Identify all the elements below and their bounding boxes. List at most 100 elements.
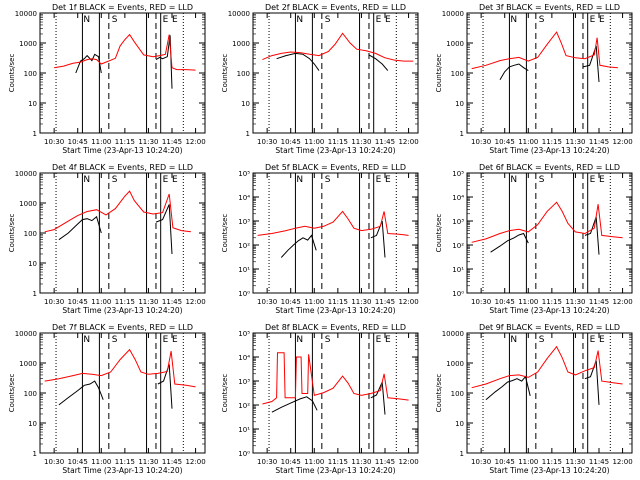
plot-frame: [466, 12, 633, 134]
marker-letter: E: [385, 175, 391, 185]
y-tick-label: 10000: [15, 170, 37, 178]
y-tick-label: 10⁰: [238, 450, 250, 458]
lld-series-line: [54, 33, 196, 71]
x-axis-title: Start Time (23-Apr-13 10:24:20): [62, 146, 182, 155]
panel-title: Det 4f BLACK = Events, RED = LLD: [52, 163, 193, 172]
x-tick-label: 10:45: [281, 458, 301, 466]
events-series-line: [370, 220, 386, 258]
y-tick-label: 10: [28, 100, 37, 108]
x-tick-label: 11:00: [518, 458, 538, 466]
y-tick-label: 1: [33, 130, 37, 138]
events-series-line: [280, 234, 317, 258]
x-axis-title: Start Time (23-Apr-13 10:24:20): [489, 146, 609, 155]
marker-letter: E: [590, 335, 596, 345]
panel-det-1: Det 1f BLACK = Events, RED = LLD 1 10 100 10…: [8, 3, 206, 155]
x-axis-title: Start Time (23-Apr-13 10:24:20): [275, 146, 395, 155]
y-tick-label: 1000: [232, 40, 250, 48]
panel-title: Det 1f BLACK = Events, RED = LLD: [52, 3, 193, 12]
panel-title: Det 5f BLACK = Events, RED = LLD: [265, 163, 406, 172]
marker-letter: S: [539, 335, 545, 345]
x-tick-label: 10:30: [471, 458, 491, 466]
y-axis-title: Counts/sec: [221, 214, 229, 253]
plot-frame: [252, 332, 419, 454]
events-series-line: [490, 232, 529, 253]
panel-det-3: Det 3f BLACK = Events, RED = LLD 1 10 100 10…: [435, 3, 633, 155]
panel-title: Det 7f BLACK = Events, RED = LLD: [52, 323, 193, 332]
marker-letter: N: [83, 15, 90, 25]
events-series-line: [499, 63, 529, 80]
lld-series-line: [471, 201, 623, 243]
marker-letter: E: [599, 15, 605, 25]
y-tick-label: 10: [455, 420, 464, 428]
marker-letter: N: [83, 175, 90, 185]
x-tick-label: 11:15: [115, 458, 135, 466]
plot-frame: [39, 172, 206, 294]
panel-det-6: Det 6f BLACK = Events, RED = LLD 10⁰ 10¹ 10…: [435, 163, 633, 315]
marker-letter: N: [510, 15, 517, 25]
panel-det-5: Det 5f BLACK = Events, RED = LLD 10⁰ 10¹ 10…: [221, 163, 419, 315]
x-tick-label: 11:30: [565, 298, 585, 306]
marker-letter: E: [376, 175, 382, 185]
panel-det-8: Det 8f BLACK = Events, RED = LLD 10⁰ 10¹ 10…: [221, 323, 419, 475]
panel-title: Det 8f BLACK = Events, RED = LLD: [265, 323, 406, 332]
x-tick-label: 11:30: [565, 138, 585, 146]
marker-letter: E: [172, 15, 178, 25]
y-tick-label: 1000: [446, 40, 464, 48]
x-tick-label: 10:45: [495, 298, 515, 306]
y-tick-label: 10000: [228, 10, 250, 18]
marker-letter: E: [376, 15, 382, 25]
y-tick-label: 10⁴: [452, 194, 464, 202]
y-axis-title: Counts/sec: [435, 374, 443, 413]
plot-frame: [252, 172, 419, 294]
marker-letter: E: [385, 15, 391, 25]
y-axis-title: Counts/sec: [435, 214, 443, 253]
lld-series-line: [44, 348, 196, 388]
y-tick-label: 10: [28, 260, 37, 268]
x-tick-label: 11:45: [375, 458, 395, 466]
x-tick-label: 10:45: [281, 298, 301, 306]
x-tick-label: 11:00: [304, 298, 324, 306]
marker-letter: N: [296, 15, 303, 25]
marker-letter: N: [510, 175, 517, 185]
x-tick-label: 11:15: [328, 458, 348, 466]
y-axis-title: Counts/sec: [435, 54, 443, 93]
x-tick-label: 10:45: [68, 138, 88, 146]
x-tick-label: 11:15: [328, 298, 348, 306]
panel-title: Det 2f BLACK = Events, RED = LLD: [265, 3, 406, 12]
x-tick-label: 11:30: [138, 298, 158, 306]
y-tick-label: 1000: [19, 200, 37, 208]
marker-letter: E: [376, 335, 382, 345]
events-series-line: [582, 45, 600, 83]
x-tick-label: 12:00: [612, 298, 632, 306]
marker-letter: S: [112, 175, 118, 185]
x-tick-label: 11:00: [91, 138, 111, 146]
events-series-line: [75, 53, 102, 74]
x-tick-label: 11:30: [351, 298, 371, 306]
x-tick-label: 11:45: [162, 138, 182, 146]
panel-title: Det 3f BLACK = Events, RED = LLD: [479, 3, 620, 12]
panel-det-7: Det 7f BLACK = Events, RED = LLD 1 10 100 10…: [8, 323, 206, 475]
events-series-line: [157, 364, 173, 409]
marker-letter: S: [112, 335, 118, 345]
x-axis-title: Start Time (23-Apr-13 10:24:20): [62, 306, 182, 315]
lld-series-line: [44, 190, 191, 233]
events-series-line: [58, 380, 104, 406]
marker-letter: E: [385, 335, 391, 345]
x-tick-label: 10:30: [257, 458, 277, 466]
marker-letter: S: [325, 335, 331, 345]
x-axis-title: Start Time (23-Apr-13 10:24:20): [489, 466, 609, 475]
events-series-line: [276, 52, 320, 71]
y-tick-label: 100: [451, 70, 464, 78]
y-tick-label: 10: [241, 100, 250, 108]
x-tick-label: 10:45: [68, 298, 88, 306]
events-series-line: [584, 360, 600, 405]
lld-series-line: [262, 352, 409, 405]
x-tick-label: 11:45: [162, 298, 182, 306]
y-tick-label: 10²: [238, 402, 250, 410]
x-tick-label: 11:45: [162, 458, 182, 466]
marker-letter: E: [599, 175, 605, 185]
y-tick-label: 1000: [446, 360, 464, 368]
x-tick-label: 10:30: [471, 298, 491, 306]
marker-letter: N: [296, 335, 303, 345]
y-tick-label: 10000: [442, 330, 464, 338]
